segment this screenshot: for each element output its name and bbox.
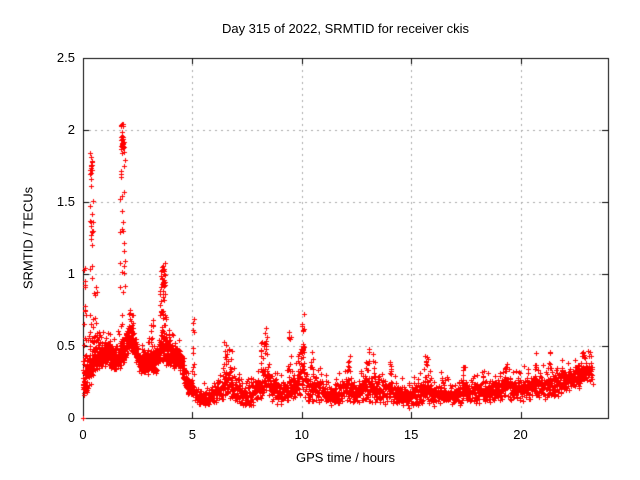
- y-tick-label: 0.5: [56, 338, 75, 353]
- y-tick-label: 1.5: [56, 194, 75, 209]
- y-tick-label: 0: [67, 410, 75, 425]
- y-tick-label: 2.5: [56, 50, 75, 65]
- x-tick-label: 10: [294, 427, 309, 442]
- y-axis-label: SRMTID / TECUs: [20, 186, 36, 290]
- y-tick-label: 2: [67, 122, 75, 137]
- chart-title: Day 315 of 2022, SRMTID for receiver cki…: [221, 21, 470, 36]
- x-axis-label: GPS time / hours: [296, 450, 395, 465]
- x-tick-label: 20: [513, 427, 528, 442]
- x-tick-label: 15: [403, 427, 419, 442]
- x-tick-label: 0: [79, 427, 87, 442]
- y-tick-label: 1: [67, 266, 75, 281]
- x-tick-label: 5: [188, 427, 196, 442]
